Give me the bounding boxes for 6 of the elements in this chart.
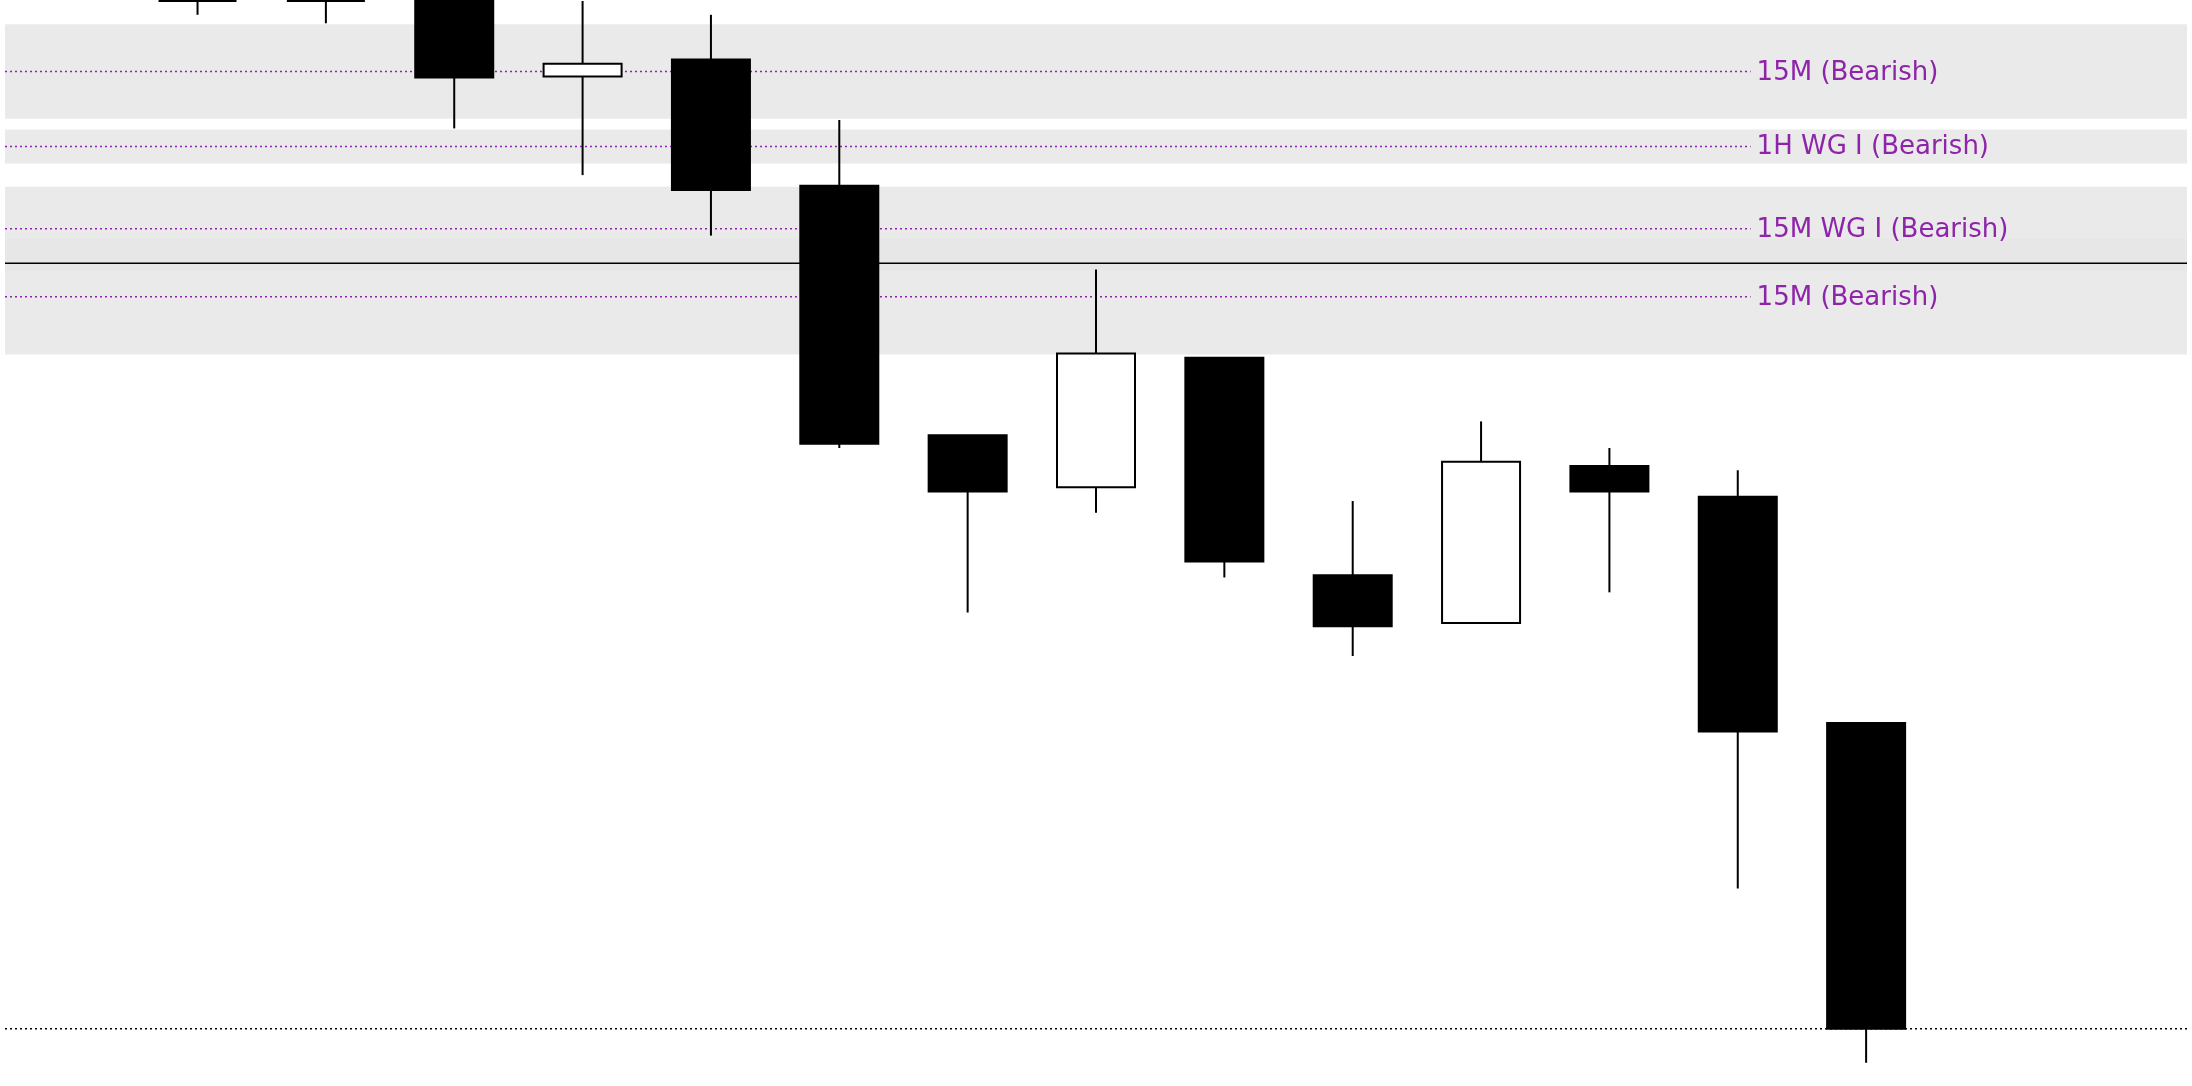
ref-line-label: 15M (Bearish) xyxy=(1756,280,1939,311)
candlestick xyxy=(157,0,238,16)
ref-line-label: 1H WG I (Bearish) xyxy=(1756,130,1990,161)
ref-line-label: 15M WG I (Bearish) xyxy=(1756,212,2009,243)
ref-line-label: 15M (Bearish) xyxy=(1756,55,1939,86)
candlestick xyxy=(285,0,366,25)
